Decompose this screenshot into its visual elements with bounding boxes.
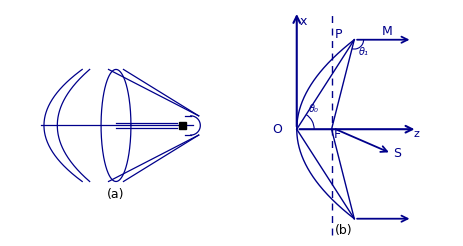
Bar [179, 122, 186, 129]
Text: z: z [413, 129, 419, 139]
Text: x: x [299, 15, 306, 28]
Text: θ₁: θ₁ [358, 47, 369, 57]
Text: O: O [271, 123, 281, 136]
Text: P: P [334, 29, 341, 42]
Text: M: M [381, 25, 391, 38]
Text: θ₀: θ₀ [308, 104, 319, 114]
Text: (a): (a) [107, 188, 125, 201]
Text: (b): (b) [334, 224, 352, 237]
Text: F: F [333, 128, 340, 141]
Text: S: S [392, 147, 400, 160]
